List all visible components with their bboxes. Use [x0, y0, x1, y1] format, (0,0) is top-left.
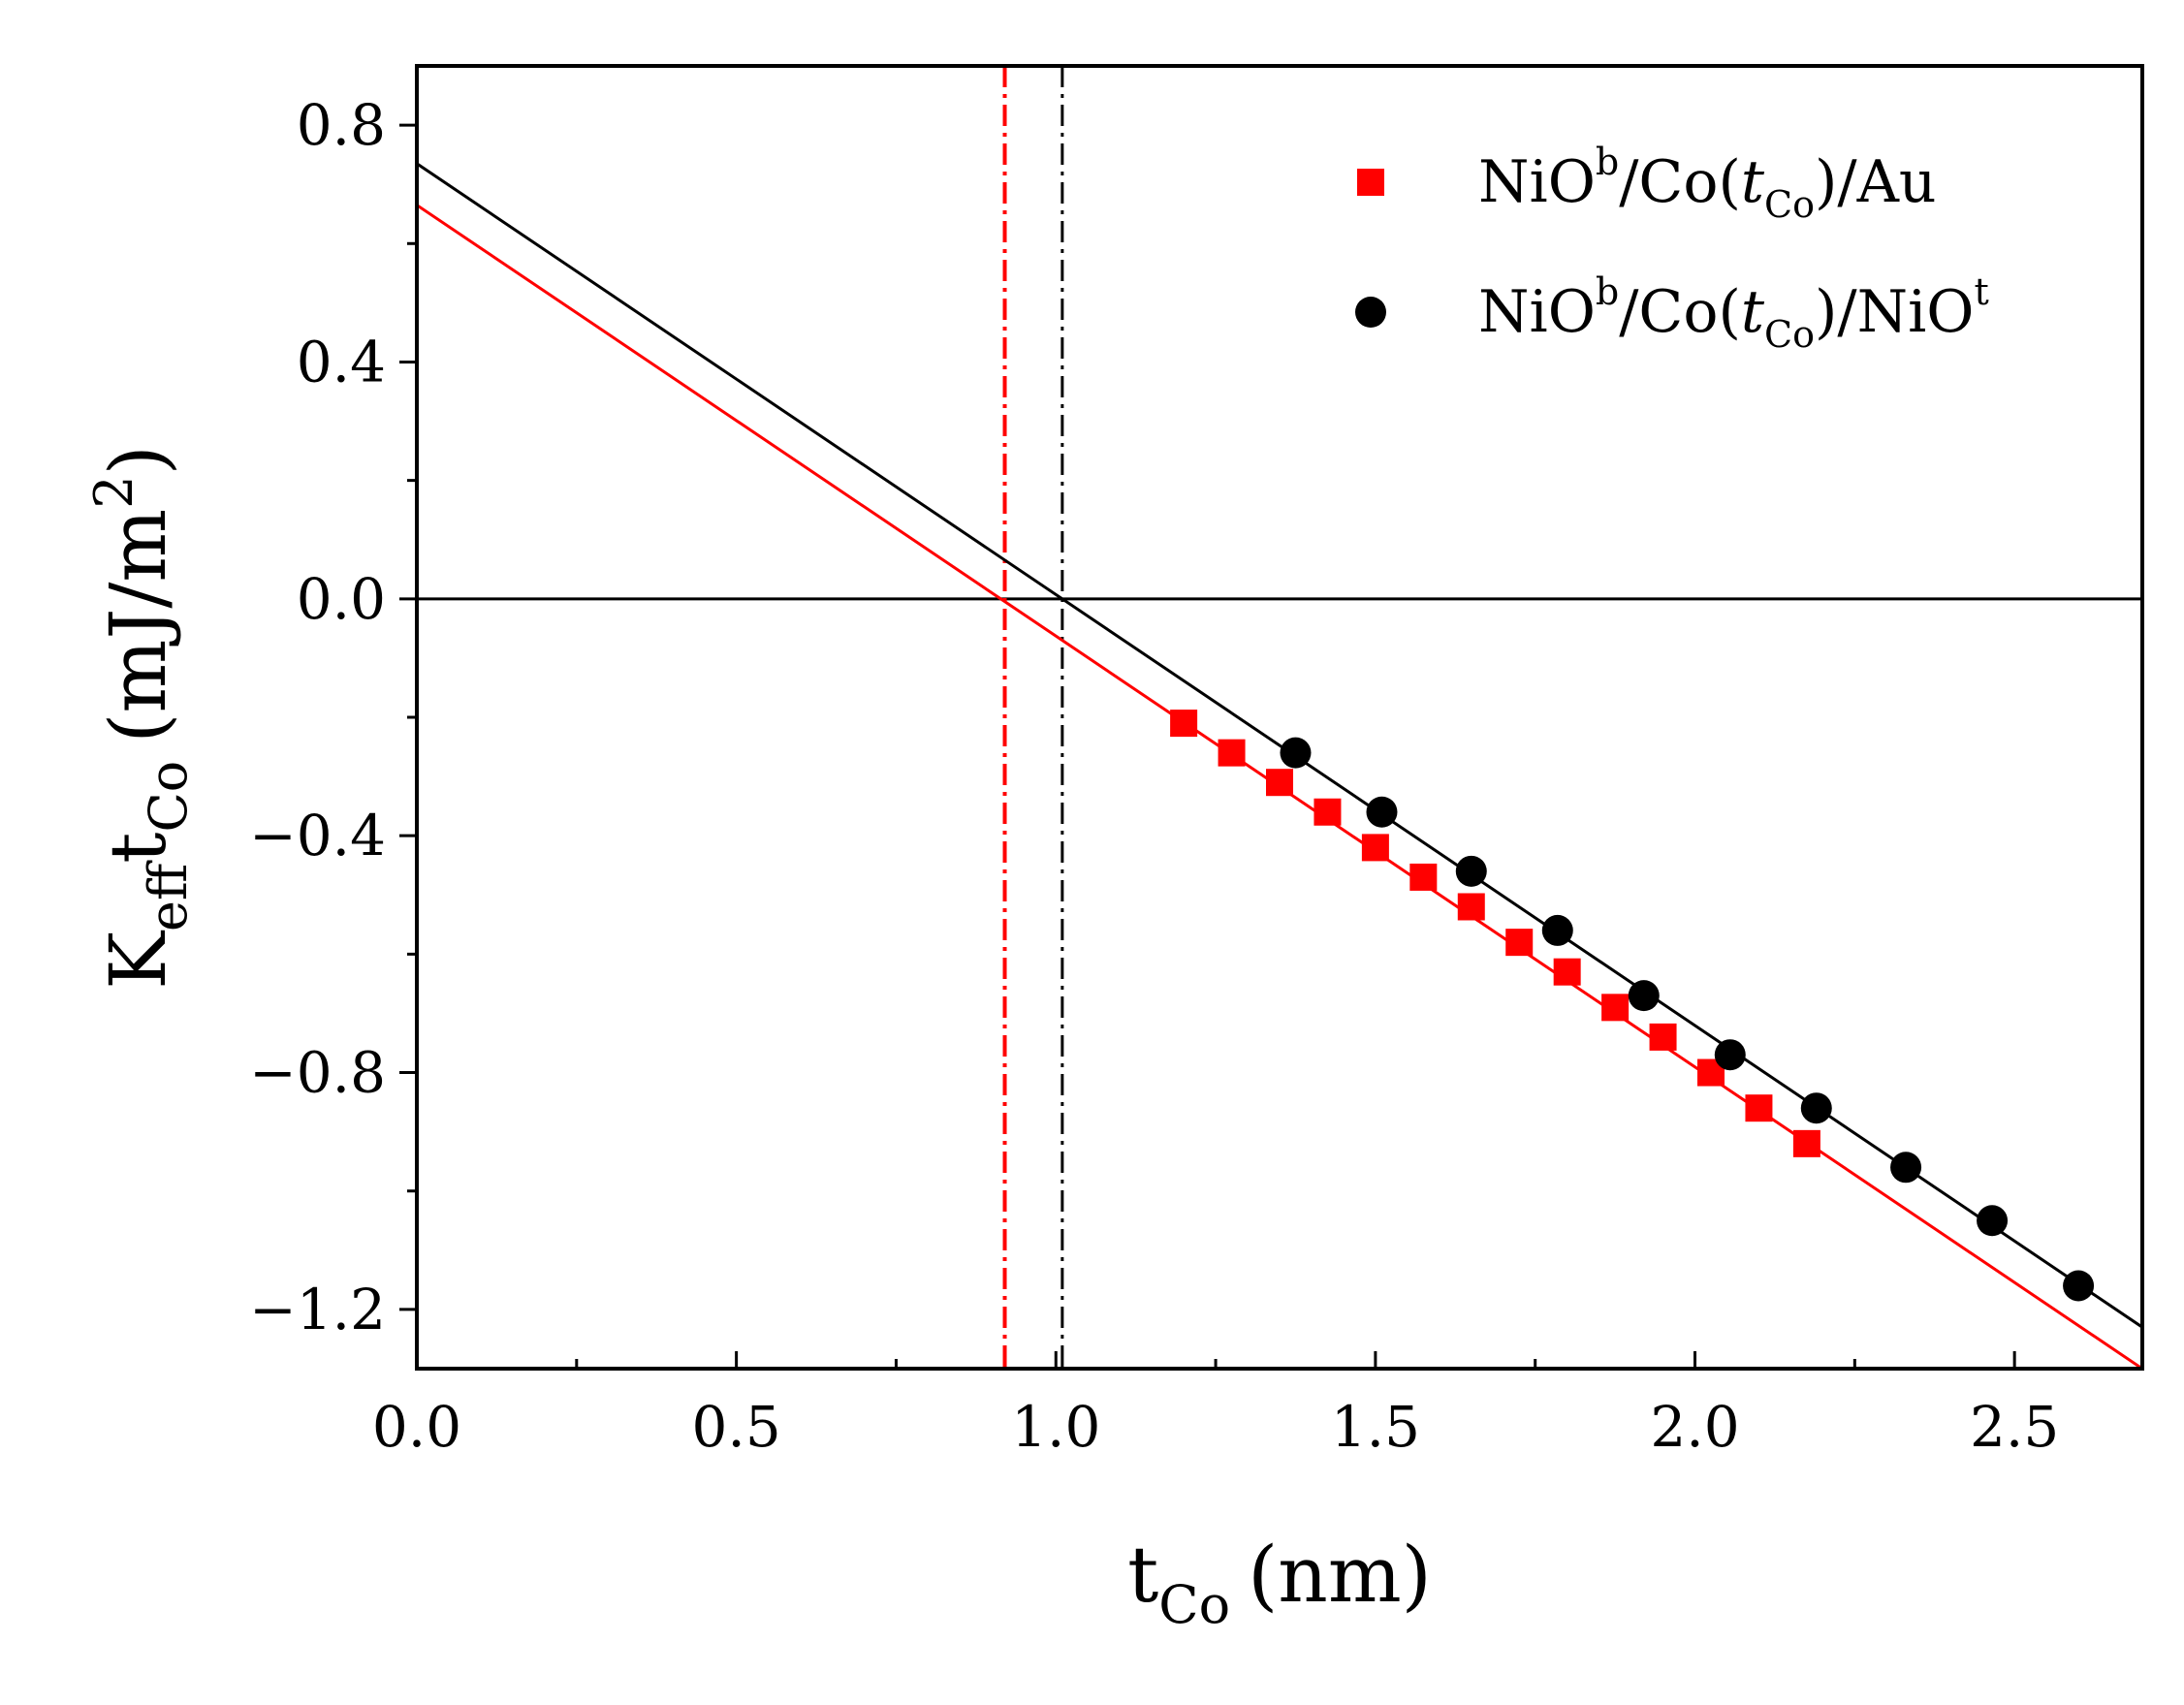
y-axis-title-units: (mJ/m [93, 509, 183, 743]
data-point-square [1314, 798, 1342, 826]
legend-label-1: NiOb/Co(tCo)/Au [1478, 141, 1937, 226]
legend-label-2: NiOb/Co(tCo)/NiOt [1478, 270, 1989, 356]
plot-clipped [417, 66, 2142, 1369]
x-tick-label: 0.0 [372, 1394, 461, 1460]
data-point-circle [2063, 1270, 2095, 1302]
data-point-circle [1800, 1092, 1832, 1124]
data-point-square [1457, 893, 1485, 921]
legend-sub: Co [1764, 183, 1815, 226]
legend-sup: t [1974, 270, 1988, 313]
data-point-circle [1977, 1205, 2009, 1237]
data-point-square [1601, 994, 1630, 1022]
x-tick-label: 1.0 [1011, 1394, 1100, 1460]
y-tick-label: 0.4 [297, 329, 386, 395]
fit-line-2 [417, 162, 2142, 1329]
data-point-square [1218, 739, 1246, 767]
x-axis-title-sub: Co [1158, 1574, 1230, 1635]
data-point-circle [1541, 914, 1573, 946]
y-tick-label: 0.8 [297, 92, 386, 158]
legend-part: NiO [1478, 148, 1596, 216]
x-tick-label: 2.0 [1650, 1394, 1739, 1460]
y-axis-title-units-sup: 2 [83, 475, 144, 508]
x-tick-label: 0.5 [692, 1394, 781, 1460]
data-point-circle [1455, 855, 1487, 887]
legend-marker-square [1357, 169, 1384, 196]
y-tick-label: −1.2 [249, 1277, 386, 1342]
data-point-square [1745, 1094, 1773, 1122]
data-point-circle [1714, 1039, 1746, 1071]
y-axis-title-t-sub: Co [138, 761, 199, 833]
x-axis-title-main: t [1127, 1530, 1158, 1620]
axes: 0.0 0.5 1.0 1.5 2.0 2.5 0.8 0.4 0.0 −0.4 −0.8 −1.2 t… [83, 64, 2144, 1635]
legend-part: NiO [1478, 278, 1596, 346]
y-tick-label: −0.8 [249, 1040, 386, 1106]
y-axis-title-k: K [93, 931, 183, 990]
data-point-square [1505, 929, 1534, 957]
y-axis-title: KefftCo (mJ/m2) [83, 445, 199, 990]
legend-part: /Co( [1619, 148, 1741, 216]
legend-italic: t [1741, 148, 1765, 216]
data-point-circle [1280, 737, 1312, 769]
data-point-circle [1366, 796, 1398, 828]
data-point-square [1553, 958, 1581, 986]
data-point-circle [1628, 980, 1660, 1012]
x-axis-title-units: (nm) [1248, 1530, 1432, 1620]
y-tick-label: −0.4 [249, 803, 386, 868]
legend-italic: t [1741, 278, 1765, 346]
data-point-square [1409, 863, 1438, 891]
data-point-circle [1890, 1152, 1922, 1184]
legend-part: /Co( [1619, 278, 1741, 346]
y-axis-title-t: t [93, 833, 183, 864]
y-axis-title-k-sub: eff [138, 860, 199, 931]
legend-marker-circle [1355, 297, 1386, 328]
legend-part: )/Au [1815, 148, 1937, 216]
y-tick-label: 0.0 [297, 566, 386, 632]
x-tick-label: 1.5 [1331, 1394, 1420, 1460]
legend-part: )/NiO [1815, 278, 1975, 346]
x-tick-label: 2.5 [1970, 1394, 2059, 1460]
data-point-square [1170, 710, 1198, 738]
plot-area [417, 66, 2142, 1369]
data-point-square [1792, 1129, 1820, 1157]
legend-sup: b [1596, 270, 1619, 313]
data-point-square [1266, 769, 1293, 797]
data-point-square [1649, 1023, 1677, 1051]
legend-sub: Co [1764, 313, 1815, 356]
plot-frame [415, 64, 2144, 1371]
legend-sup: b [1596, 141, 1619, 183]
data-point-square [1361, 834, 1389, 862]
x-axis-title: tCo (nm) [1127, 1530, 1432, 1635]
y-axis-title-units-close: ) [93, 445, 183, 475]
